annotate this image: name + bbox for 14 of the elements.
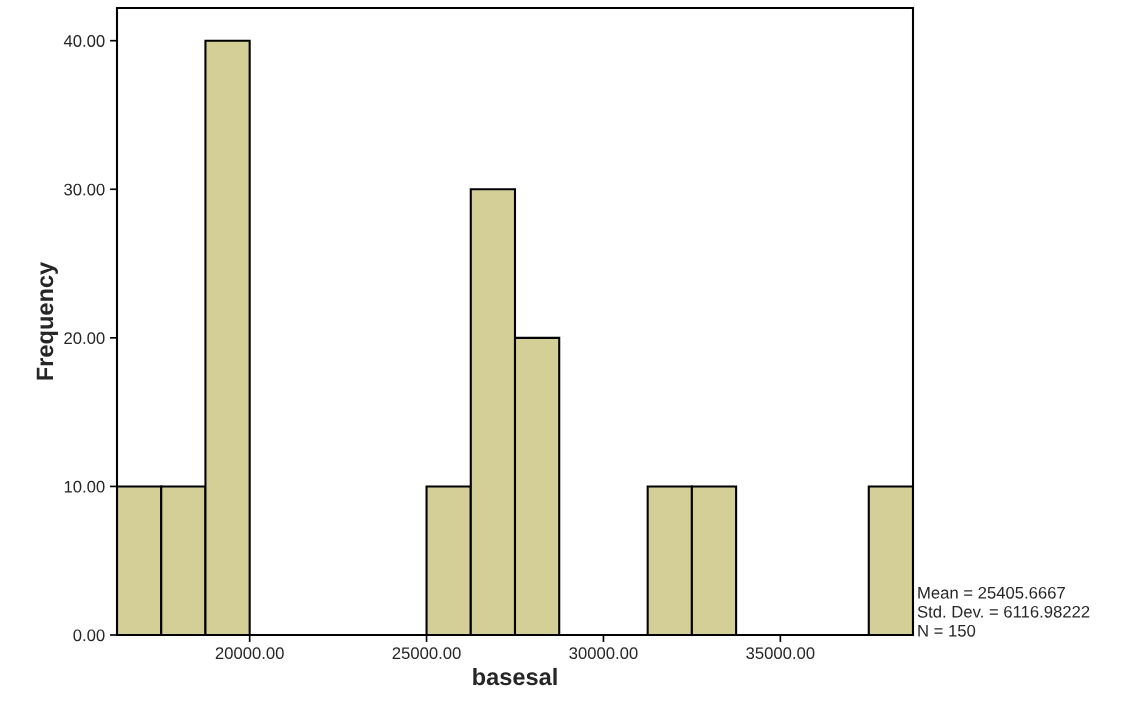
y-tick-label: 30.00 (64, 183, 105, 196)
text: Mean = 25405.6667 (918, 586, 1065, 599)
y-tick-label: 0.00 (73, 629, 105, 642)
text: N = 150 (918, 624, 976, 637)
x-axis-title: basesal (473, 667, 557, 686)
text: Std. Dev. = 6116.98222 (917, 605, 1090, 618)
x-tick-label: 30000.00 (569, 647, 638, 660)
x-tick-label: 20000.00 (215, 647, 284, 660)
y-tick-label: 10.00 (64, 480, 105, 493)
x-tick-label: 35000.00 (746, 647, 815, 660)
y-tick-label: 20.00 (64, 332, 105, 345)
y-axis-title: Frequency (36, 261, 58, 380)
x-tick-label: 25000.00 (392, 647, 461, 660)
y-tick-label: 40.00 (63, 35, 105, 47)
